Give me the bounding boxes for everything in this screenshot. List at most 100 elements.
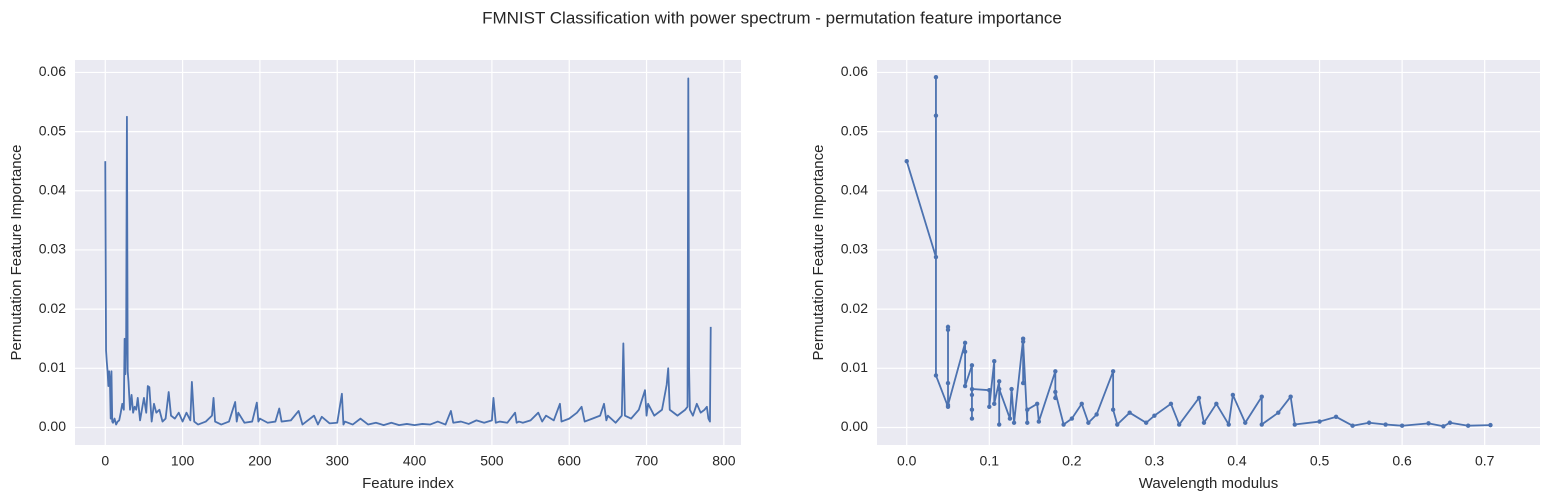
- data-point: [1053, 395, 1058, 401]
- x-tick-label: 0.0: [897, 453, 917, 469]
- x-tick-label: 0.7: [1475, 453, 1495, 469]
- data-point: [962, 349, 968, 354]
- x-tick-label: 600: [558, 453, 582, 469]
- data-point: [1061, 422, 1066, 427]
- data-point: [1110, 407, 1116, 412]
- data-point: [1214, 401, 1219, 407]
- data-point: [992, 359, 997, 364]
- data-point: [1465, 423, 1471, 428]
- data-point: [945, 380, 951, 386]
- x-tick-label: 700: [635, 453, 659, 469]
- data-point: [1069, 416, 1075, 421]
- data-point: [1399, 423, 1405, 428]
- y-tick-label: 0.06: [841, 63, 868, 79]
- data-point: [1196, 395, 1202, 401]
- y-tick-label: 0.01: [841, 359, 868, 375]
- plot-area: [877, 60, 1540, 445]
- x-tick-label: 0.3: [1145, 453, 1165, 469]
- data-point: [1230, 392, 1236, 398]
- figure-title: FMNIST Classification with power spectru…: [482, 8, 1062, 27]
- y-axis-label: Permutation Feature Importance: [8, 145, 25, 361]
- data-point: [996, 386, 1002, 392]
- data-point: [1127, 410, 1132, 415]
- data-point: [1243, 420, 1248, 425]
- y-tick-label: 0.04: [841, 181, 868, 197]
- data-point: [1036, 419, 1042, 424]
- y-tick-label: 0.03: [841, 241, 868, 257]
- x-tick-label: 100: [171, 453, 195, 469]
- data-point: [933, 254, 939, 260]
- data-point: [1288, 394, 1293, 399]
- data-point: [1034, 401, 1040, 407]
- data-point: [1053, 389, 1058, 395]
- plot-area: [75, 60, 741, 445]
- data-point: [1366, 420, 1372, 425]
- data-point: [987, 388, 992, 393]
- data-point: [1143, 420, 1149, 425]
- data-point: [969, 392, 975, 398]
- data-point: [945, 402, 951, 408]
- data-point: [996, 422, 1002, 427]
- y-tick-label: 0.00: [841, 418, 868, 434]
- data-point: [1259, 394, 1264, 399]
- data-point: [962, 340, 968, 346]
- y-tick-label: 0.01: [39, 359, 66, 375]
- data-point: [1201, 420, 1207, 425]
- x-axis-label: Feature index: [362, 475, 454, 492]
- y-tick-label: 0.03: [39, 241, 66, 257]
- data-point: [1447, 420, 1453, 425]
- data-point: [1426, 421, 1431, 426]
- data-point: [1094, 412, 1099, 417]
- y-tick-label: 0.02: [39, 300, 66, 316]
- data-point: [1011, 420, 1017, 425]
- data-point: [962, 383, 968, 389]
- x-tick-label: 0.1: [980, 453, 1000, 469]
- y-tick-label: 0.04: [39, 181, 66, 197]
- data-point: [1025, 420, 1030, 425]
- data-point: [1350, 423, 1355, 428]
- data-point: [904, 158, 909, 164]
- x-axis-label: Wavelength modulus: [1139, 475, 1279, 492]
- data-point: [1176, 422, 1182, 427]
- x-tick-label: 0: [101, 453, 109, 469]
- data-point: [969, 386, 975, 392]
- data-point: [1020, 339, 1026, 344]
- data-point: [992, 401, 997, 407]
- data-point: [969, 363, 975, 368]
- data-point: [1292, 422, 1297, 427]
- x-tick-label: 0.6: [1392, 453, 1412, 469]
- data-point: [1168, 401, 1174, 407]
- data-point: [1317, 419, 1322, 424]
- data-point: [1488, 422, 1493, 428]
- x-tick-label: 500: [480, 453, 504, 469]
- data-point: [1333, 414, 1339, 420]
- data-point: [1226, 422, 1231, 427]
- data-point: [987, 404, 992, 409]
- data-point: [1053, 369, 1058, 374]
- data-point: [1079, 401, 1084, 407]
- y-tick-label: 0.02: [841, 300, 868, 316]
- x-tick-label: 300: [326, 453, 350, 469]
- x-tick-label: 0.5: [1310, 453, 1330, 469]
- data-line: [104, 77, 712, 427]
- data-point: [1086, 420, 1091, 425]
- x-tick-label: 0.4: [1227, 453, 1247, 469]
- data-point: [1025, 407, 1030, 412]
- data-point: [1115, 422, 1120, 427]
- y-tick-label: 0.05: [841, 122, 868, 138]
- y-tick-label: 0.06: [39, 63, 66, 79]
- data-point: [933, 74, 939, 80]
- data-point: [1441, 424, 1446, 429]
- x-tick-label: 200: [248, 453, 272, 469]
- data-point: [1152, 413, 1157, 418]
- x-tick-label: 400: [403, 453, 427, 469]
- data-point: [1259, 422, 1264, 427]
- y-tick-label: 0.00: [39, 418, 66, 434]
- data-point: [1276, 410, 1281, 415]
- data-point: [1020, 380, 1026, 386]
- data-point: [1383, 422, 1388, 427]
- data-point: [969, 416, 975, 421]
- data-point: [969, 407, 975, 412]
